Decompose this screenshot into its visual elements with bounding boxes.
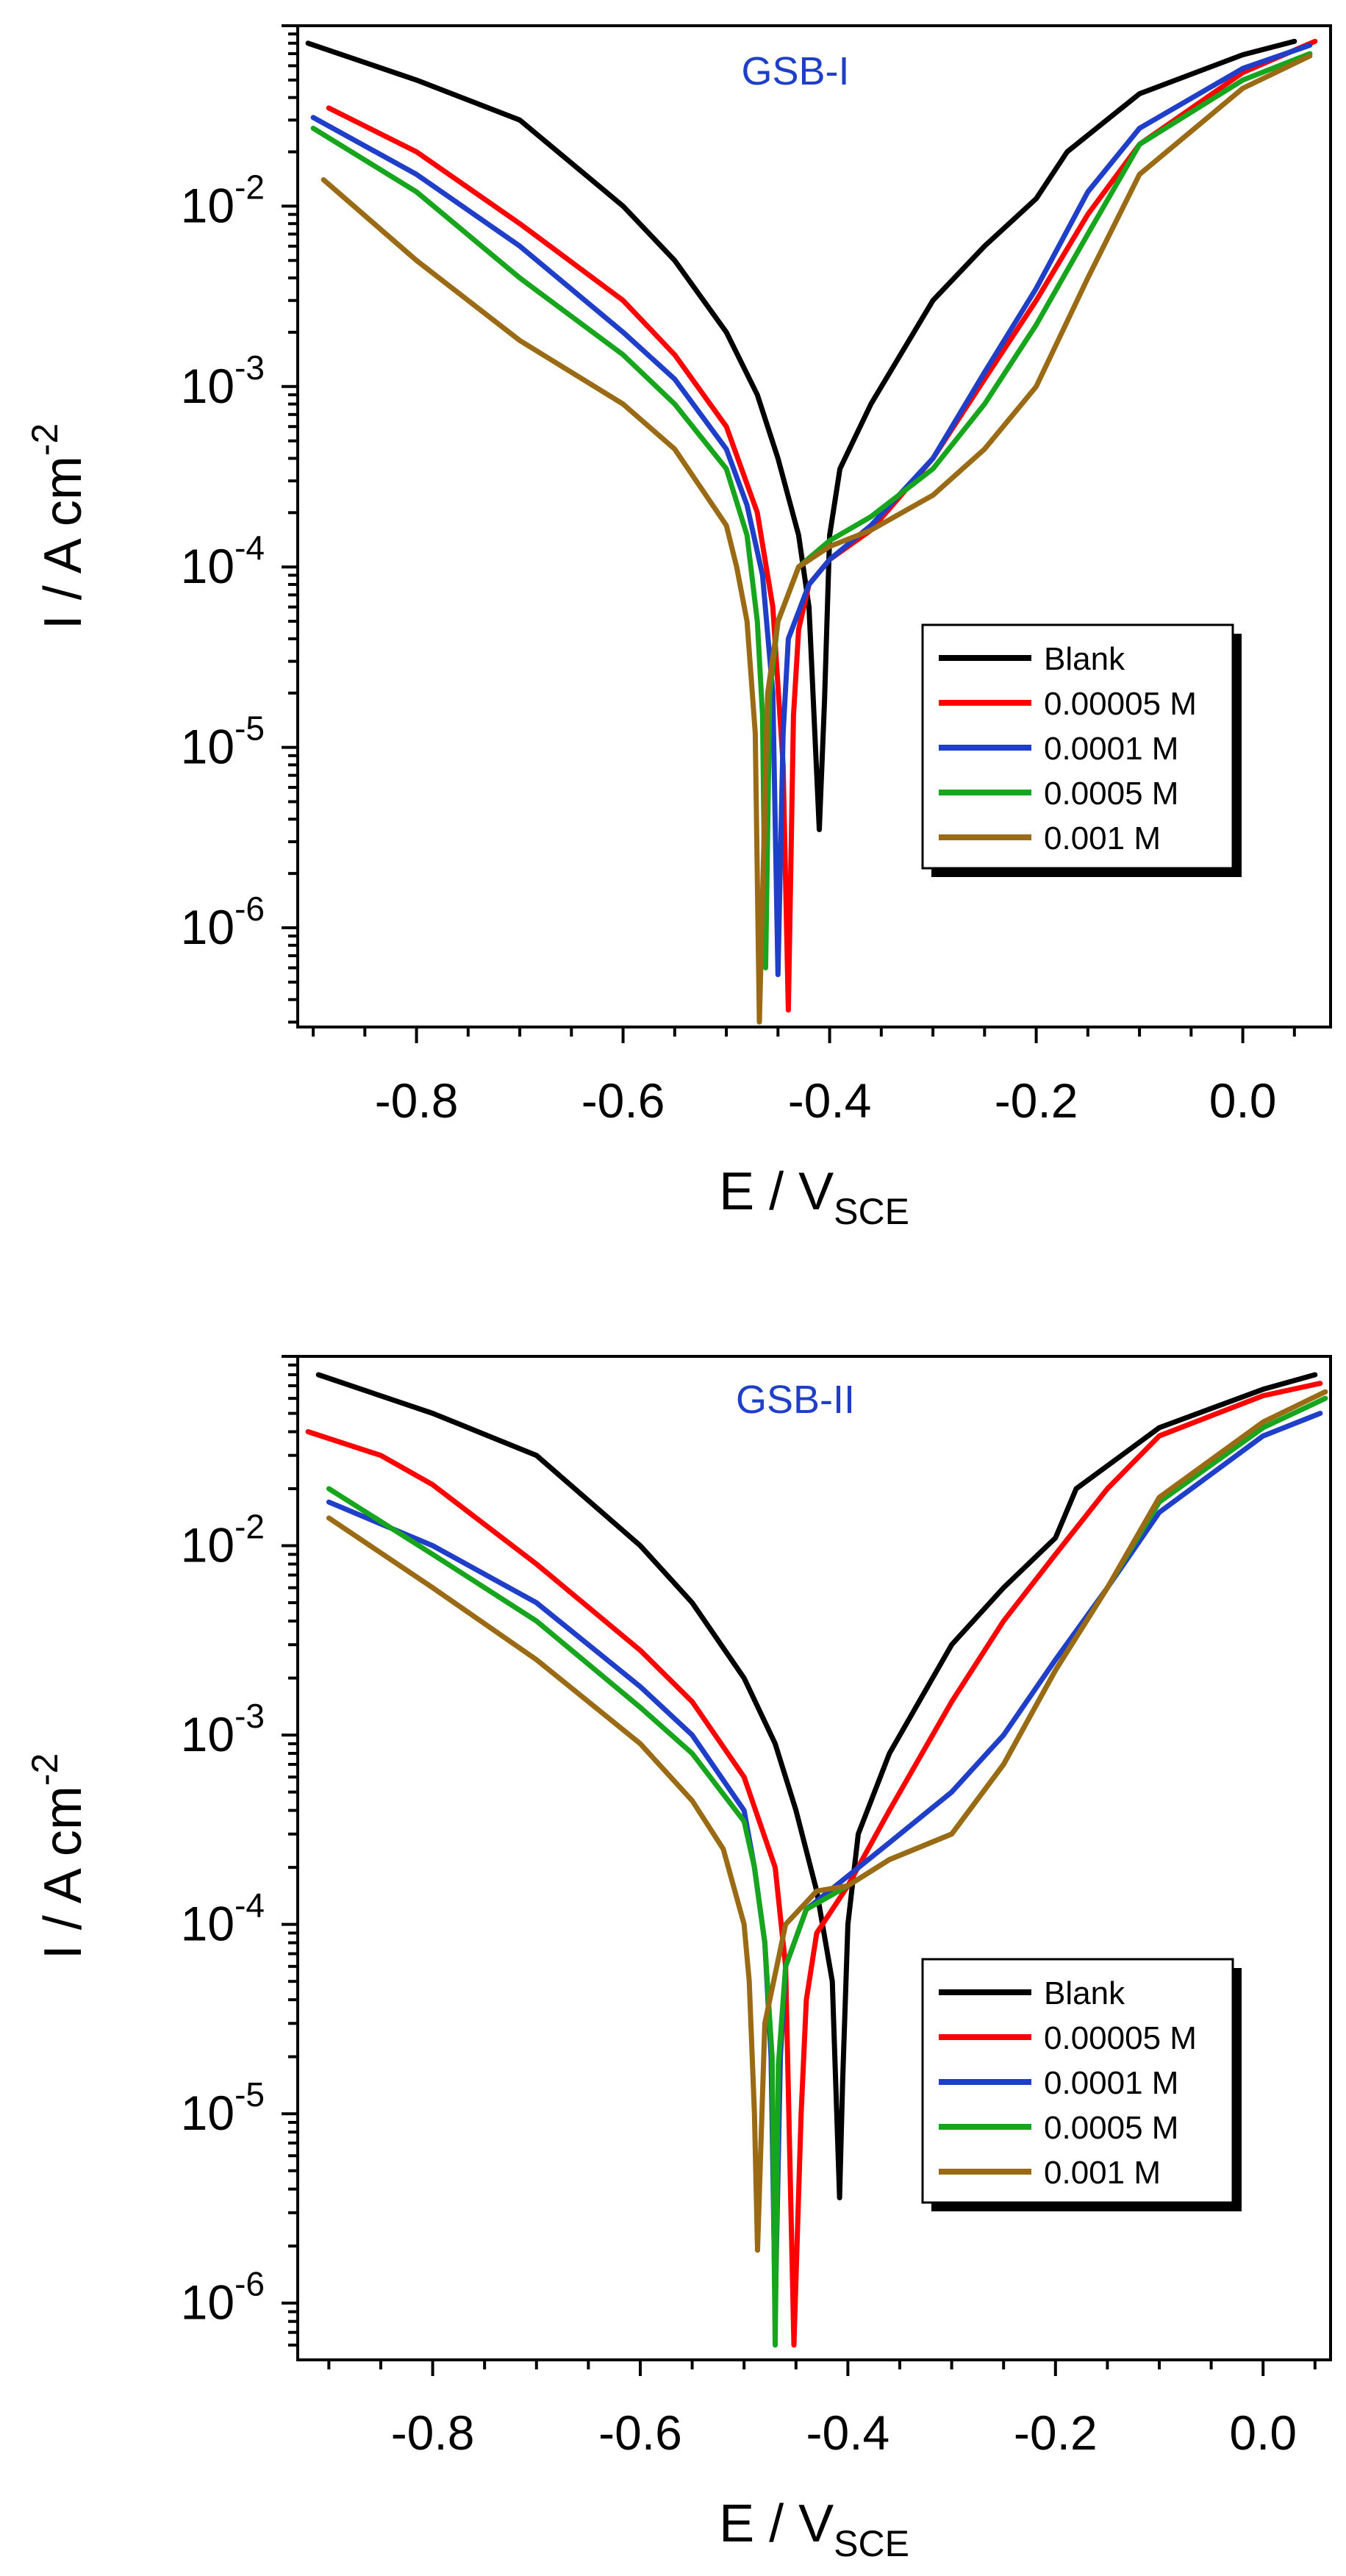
x-tick-label: -0.6 (598, 2405, 682, 2460)
series-line-0-00005-m (326, 38, 1318, 1013)
series-line-0-001-m (326, 1389, 1328, 2253)
series-line-blank (305, 38, 1297, 832)
y-tick-label: 10-4 (181, 1886, 265, 1951)
legend-label: 0.00005 M (1044, 686, 1197, 722)
y-tick-label: 10-6 (181, 890, 265, 954)
panel-title: GSB-II (736, 1378, 855, 1422)
y-axis-title: I / A cm-2 (24, 423, 93, 630)
y-tick-label: 10-2 (181, 1508, 265, 1573)
chart-panel-1: 10-6 10-5 10-4 10-3 10-2 -0.8 -0.6 -0.4 -0.2 0.0 E… (24, 24, 1332, 1232)
legend-label: 0.0001 M (1044, 731, 1178, 767)
legend-label: 0.001 M (1044, 2155, 1161, 2191)
panel-title: GSB-I (741, 49, 849, 93)
y-tick-label: 10-3 (181, 348, 265, 413)
chart-panel-2: 10-6 10-5 10-4 10-3 10-2 -0.8 -0.6 -0.4 -0.2 0.0 E… (24, 1355, 1332, 2564)
legend: Blank 0.00005 M 0.0001 M 0.0005 M 0.001 M (921, 623, 1242, 877)
series-line-0-00005-m (305, 1381, 1323, 2348)
x-tick-label: -0.2 (995, 1073, 1078, 1128)
x-axis-title: E / VSCE (719, 1162, 909, 1232)
y-tick-label: 10-5 (181, 2075, 265, 2140)
series-line-blank (315, 1372, 1318, 2200)
legend-label: Blank (1044, 1975, 1125, 2011)
y-tick-label: 10-4 (181, 529, 265, 593)
legend: Blank 0.00005 M 0.0001 M 0.0005 M 0.001 M (921, 1958, 1242, 2211)
x-tick-label: 0.0 (1229, 2405, 1297, 2460)
x-tick-label: 0.0 (1209, 1073, 1277, 1128)
legend-label: 0.0005 M (1044, 2110, 1178, 2146)
x-tick-label: -0.6 (581, 1073, 665, 1128)
x-tick-label: -0.8 (375, 1073, 459, 1128)
legend-label: 0.00005 M (1044, 2020, 1197, 2056)
y-tick-label: 10-3 (181, 1697, 265, 1761)
y-tick-label: 10-6 (181, 2265, 265, 2330)
plot-frame (296, 24, 1332, 1028)
legend-label: 0.0001 M (1044, 2065, 1178, 2101)
x-tick-label: -0.4 (788, 1073, 872, 1128)
y-tick-label: 10-5 (181, 709, 265, 774)
plot-frame (296, 1355, 1332, 2361)
legend-label: 0.001 M (1044, 820, 1161, 856)
x-tick-label: -0.4 (806, 2405, 890, 2460)
series-line-0-0001-m (310, 43, 1313, 978)
x-tick-label: -0.8 (391, 2405, 475, 2460)
legend-label: Blank (1044, 641, 1125, 677)
x-tick-label: -0.2 (1014, 2405, 1098, 2460)
y-tick-label: 10-2 (181, 168, 265, 232)
y-axis-title: I / A cm-2 (24, 1753, 93, 1960)
series-line-0-001-m (321, 53, 1313, 1025)
legend-label: 0.0005 M (1044, 776, 1178, 812)
x-axis-title: E / VSCE (719, 2494, 909, 2564)
